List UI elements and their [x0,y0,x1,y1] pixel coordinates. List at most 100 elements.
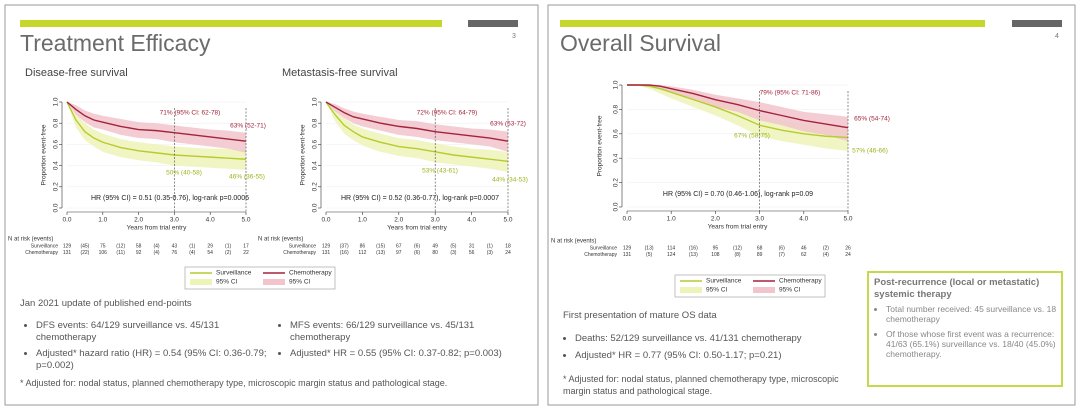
annotation: 63% (53-72) [490,121,526,128]
section-heading: First presentation of mature OS data [563,310,717,321]
annotation: 67% (58-75) [734,133,770,140]
risk-cell: 129 [322,243,331,249]
survival-line [66,101,247,142]
x-axis-label: Years from trial entry [127,225,187,232]
risk-cell: (5) [646,252,652,258]
risk-row-name: Surveillance [289,243,316,249]
risk-cell: 95 [713,245,719,251]
box-title: Post-recurrence (local or metastatic) sy… [874,277,1040,300]
risk-cell: 131 [623,252,632,258]
y-tick-label: 0.0 [613,202,620,211]
x-tick-label: 1.0 [667,216,676,223]
risk-cell: (16) [340,250,349,256]
y-axis-label: Proportion event-free [41,124,48,185]
risk-cell: 129 [63,243,72,249]
risk-cell: (1) [225,243,231,249]
risk-cell: (45) [80,243,89,249]
y-axis-label: Proportion event-free [300,124,307,185]
slide-title: Treatment Efficacy [20,30,211,56]
risk-cell: (4) [189,250,195,256]
risk-cell: (2) [225,250,231,256]
risk-cell: 54 [207,250,213,256]
annotation: 50% (40-58) [166,170,202,177]
footnote: * Adjusted for: nodal status, planned ch… [20,378,448,388]
y-tick-label: 0.0 [53,203,60,212]
legend-label: Chemotherapy [779,278,822,285]
footnote: * Adjusted for: nodal status, planned ch… [563,374,839,396]
risk-cell: (7) [779,252,785,258]
y-tick-label: 0.2 [312,182,319,191]
legend-swatch [680,287,702,293]
risk-cell: 56 [469,250,475,256]
risk-cell: (11) [116,250,125,256]
y-tick-label: 0.2 [613,178,620,187]
legend-swatch [263,279,285,285]
slide-frame [4,4,539,406]
y-tick-label: 0.2 [53,182,60,191]
risk-cell: 62 [801,252,807,258]
ci-band [627,85,848,151]
risk-cell: 26 [845,245,851,251]
bullet: Deaths: 52/129 surveillance vs. 41/131 c… [575,333,853,345]
risk-cell: 29 [207,243,213,249]
x-tick-label: 0.0 [321,217,330,224]
legend-label: Surveillance [216,270,252,277]
risk-cell: 68 [757,245,763,251]
risk-cell: (1) [189,243,195,249]
survival-line [627,84,849,129]
risk-row-name: Chemotherapy [584,252,617,258]
risk-cell: 17 [243,243,249,249]
y-tick-label: 0.4 [613,153,620,162]
risk-cell: 43 [172,243,178,249]
annotation: HR (95% CI) = 0.70 (0.46-1.06), log-rank… [663,191,813,198]
x-axis-label: Years from trial entry [387,225,447,232]
annotation: 46% (36-55) [229,174,265,181]
risk-cell: (1) [487,243,493,249]
annotation: HR (95% CI) = 0.52 (0.36-0.77), log-rank… [341,195,499,202]
legend-label: Surveillance [706,278,742,285]
risk-cell: 46 [801,245,807,251]
risk-table-title: N at risk (events) [258,237,303,243]
ci-band [326,102,508,152]
risk-row-name: Surveillance [31,243,58,249]
risk-cell: (12) [733,245,742,251]
legend-label: 95% CI [706,287,728,294]
legend-label: Chemotherapy [289,270,332,277]
legend-label: 95% CI [779,287,801,294]
x-tick-label: 2.0 [134,217,143,224]
risk-cell: 22 [243,250,249,256]
risk-cell: 92 [136,250,142,256]
accent-bar [20,20,442,27]
bullet: Adjusted* HR = 0.55 (95% CI: 0.37-0.82; … [290,348,528,360]
risk-cell: (2) [823,245,829,251]
risk-cell: 31 [469,243,475,249]
risk-cell: (12) [116,243,125,249]
chart-title: Disease-free survival [25,67,128,79]
y-tick-label: 1.0 [312,97,319,106]
risk-cell: (6) [414,243,420,249]
legend-box [184,266,336,290]
x-tick-label: 4.0 [467,217,476,224]
y-tick-label: 1.0 [53,97,60,106]
risk-table-title: N at risk (events) [8,237,53,243]
ci-band [627,85,848,142]
risk-row-name: Chemotherapy [283,250,316,256]
x-tick-label: 3.0 [431,217,440,224]
bullet-list: MFS events: 66/129 surveillance vs. 45/1… [278,320,528,365]
risk-cell: 131 [63,250,72,256]
survival-line [66,101,247,160]
accent-bar [1012,20,1062,27]
risk-cell: (4) [153,243,159,249]
risk-cell: 106 [99,250,108,256]
risk-cell: (22) [80,250,89,256]
page-number: 3 [512,33,516,40]
risk-cell: 24 [845,252,851,258]
x-axis-label: Years from trial entry [708,224,768,231]
legend-label: 95% CI [216,279,238,286]
y-tick-label: 0.6 [613,129,620,138]
risk-cell: 131 [322,250,331,256]
risk-cell: (6) [414,250,420,256]
annotation: 72% (95% CI: 64-79) [417,110,478,117]
x-tick-label: 3.0 [755,216,764,223]
